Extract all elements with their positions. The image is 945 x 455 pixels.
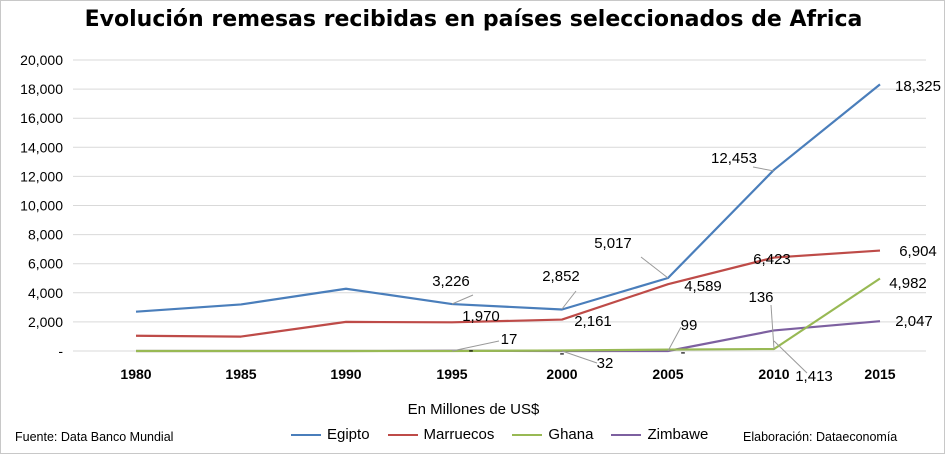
data-label: 2,161 xyxy=(574,313,612,330)
data-label: 99 xyxy=(681,317,698,334)
x-tick-label: 1985 xyxy=(225,366,256,382)
source-note: Fuente: Data Banco Mundial xyxy=(15,430,174,444)
series-line-ghana xyxy=(136,277,881,353)
y-tick-label: 20,000 xyxy=(20,52,63,68)
x-tick-label: 1995 xyxy=(436,366,467,382)
chart-legend: Egipto Marruecos Ghana Zimbawe xyxy=(291,426,708,443)
y-tick-label: 18,000 xyxy=(20,81,63,97)
legend-item-egipto: Egipto xyxy=(291,426,370,443)
data-label-leader xyxy=(770,304,775,350)
y-tick-label: 14,000 xyxy=(20,139,63,155)
legend-label-marruecos: Marruecos xyxy=(423,426,495,443)
data-label: 2,852 xyxy=(542,268,580,285)
credit-note: Elaboración: Dataeconomía xyxy=(743,430,898,444)
data-label: 1,413 xyxy=(795,368,833,385)
y-tick-label: 12,000 xyxy=(20,168,63,184)
data-label: 18,325 xyxy=(895,78,941,95)
y-tick-label: 16,000 xyxy=(20,110,63,126)
data-label-leader xyxy=(640,256,669,279)
data-label: 2,047 xyxy=(895,313,933,330)
y-tick-label: 2,000 xyxy=(28,314,63,330)
data-label: 5,017 xyxy=(594,235,632,252)
y-tick-label: - xyxy=(58,343,63,359)
x-tick-label: 2015 xyxy=(864,366,895,382)
y-tick-label: 8,000 xyxy=(28,227,63,243)
series-line-marruecos xyxy=(135,249,881,338)
data-label: - xyxy=(560,345,565,362)
data-label-leader xyxy=(773,340,808,374)
data-label: 4,589 xyxy=(684,278,722,295)
data-label: - xyxy=(469,342,474,359)
data-label-leader xyxy=(561,290,577,310)
legend-swatch-egipto xyxy=(291,433,321,436)
data-label-leader xyxy=(451,294,474,305)
y-tick-label: 6,000 xyxy=(28,256,63,272)
legend-item-ghana: Ghana xyxy=(512,426,593,443)
legend-label-egipto: Egipto xyxy=(327,426,370,443)
data-label: 6,423 xyxy=(753,251,791,268)
x-tick-label: 2010 xyxy=(758,366,789,382)
data-label-leader xyxy=(561,350,598,364)
data-label: - xyxy=(681,344,686,361)
legend-swatch-marruecos xyxy=(387,433,418,436)
legend-item-zimbawe: Zimbawe xyxy=(611,426,708,443)
data-label: 6,904 xyxy=(899,243,937,260)
data-label-leader xyxy=(451,340,500,352)
y-tick-label: 10,000 xyxy=(20,198,63,214)
data-label-leader xyxy=(752,166,775,172)
x-tick-label: 2000 xyxy=(546,366,577,382)
legend-item-marruecos: Marruecos xyxy=(387,426,495,443)
legend-label-ghana: Ghana xyxy=(548,426,594,443)
series-line-egipto xyxy=(135,83,881,313)
chart-title: Evolución remesas recibidas en países se… xyxy=(84,7,863,32)
x-tick-label: 2005 xyxy=(652,366,683,382)
legend-swatch-ghana xyxy=(512,433,543,436)
y-tick-label: 4,000 xyxy=(28,285,63,301)
data-label: 1,970 xyxy=(462,308,500,325)
legend-label-zimbawe: Zimbawe xyxy=(647,426,709,443)
legend-swatch-zimbawe xyxy=(611,433,642,436)
data-label: 4,982 xyxy=(889,275,927,292)
x-axis-label: En Millones de US$ xyxy=(407,401,540,418)
x-tick-label: 1990 xyxy=(330,366,361,382)
data-label: 136 xyxy=(748,289,773,306)
data-label: 17 xyxy=(501,331,518,348)
data-label: 3,226 xyxy=(432,273,470,290)
data-label: 12,453 xyxy=(711,150,757,167)
x-tick-label: 1980 xyxy=(120,366,151,382)
data-label: 32 xyxy=(597,355,614,372)
data-label-leader xyxy=(667,326,682,352)
